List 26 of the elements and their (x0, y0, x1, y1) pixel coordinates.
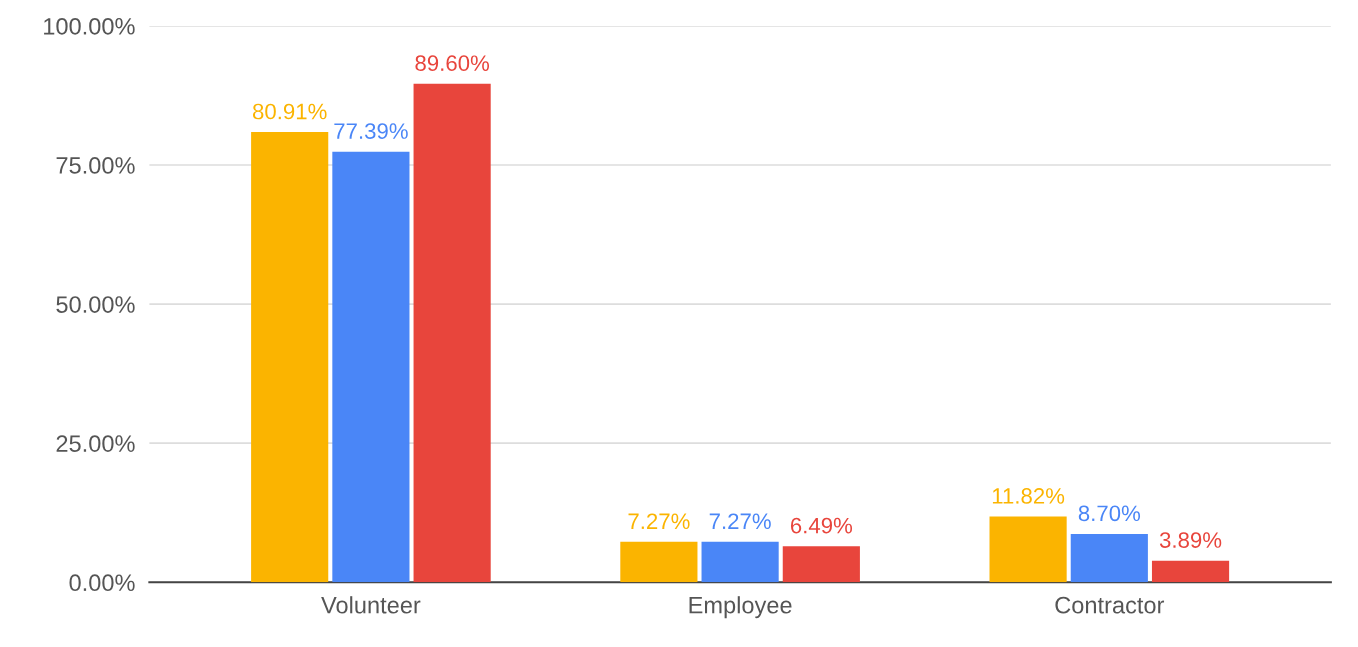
x-tick-label: Contractor (1055, 596, 1165, 614)
data-label: 80.91% (252, 103, 327, 120)
data-label: 7.27% (709, 513, 771, 530)
bar (251, 132, 329, 583)
bar (701, 541, 779, 583)
bar (1151, 560, 1230, 583)
bar (413, 83, 491, 583)
x-tick-label: Employee (689, 596, 792, 619)
data-label: 8.70% (1078, 505, 1141, 522)
bar (620, 541, 698, 583)
y-tick-label: 75.00% (56, 157, 135, 174)
data-label: 6.49% (790, 517, 853, 534)
data-label: 77.39% (334, 123, 408, 139)
bar (1070, 533, 1148, 583)
x-tick-label: Volunteer (321, 596, 421, 614)
y-tick-label: 0.00% (69, 574, 135, 592)
data-label: 3.89% (1159, 532, 1222, 548)
data-label: 89.60% (415, 55, 490, 72)
bar (989, 516, 1067, 583)
data-label: 11.82% (992, 488, 1065, 504)
y-tick-label: 50.00% (56, 296, 135, 313)
bar (782, 546, 860, 583)
y-tick-label: 100.00% (44, 17, 135, 35)
y-tick-label: 25.00% (56, 435, 135, 452)
bar (332, 151, 410, 583)
data-label: 7.27% (628, 513, 690, 530)
